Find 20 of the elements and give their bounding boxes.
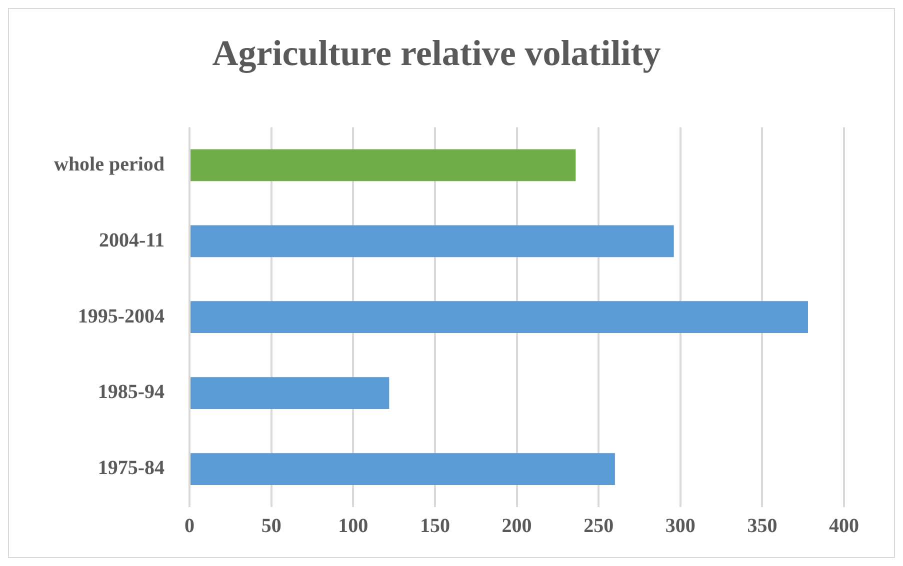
x-tick-label: 400 (829, 515, 859, 538)
x-tick-label: 50 (261, 515, 282, 538)
x-tick-label: 0 (184, 515, 195, 538)
y-tick-label: 1995-2004 (78, 305, 165, 328)
y-tick-label: 1975-84 (98, 457, 165, 480)
bar (190, 149, 576, 182)
x-tick-label: 250 (584, 515, 614, 538)
bar (190, 301, 808, 334)
x-tick-label: 150 (420, 515, 450, 538)
y-tick-label: 1985-94 (98, 381, 165, 404)
chart-title: Agriculture relative volatility (212, 32, 661, 73)
y-tick-label: 2004-11 (98, 229, 165, 252)
bar (190, 377, 390, 410)
x-tick-label: 350 (747, 515, 778, 538)
bar (190, 453, 615, 485)
x-tick-label: 300 (665, 515, 696, 538)
bar (190, 225, 674, 258)
x-tick-label: 100 (338, 515, 368, 538)
y-tick-label: whole period (54, 153, 165, 176)
x-tick-label: 200 (502, 515, 532, 538)
